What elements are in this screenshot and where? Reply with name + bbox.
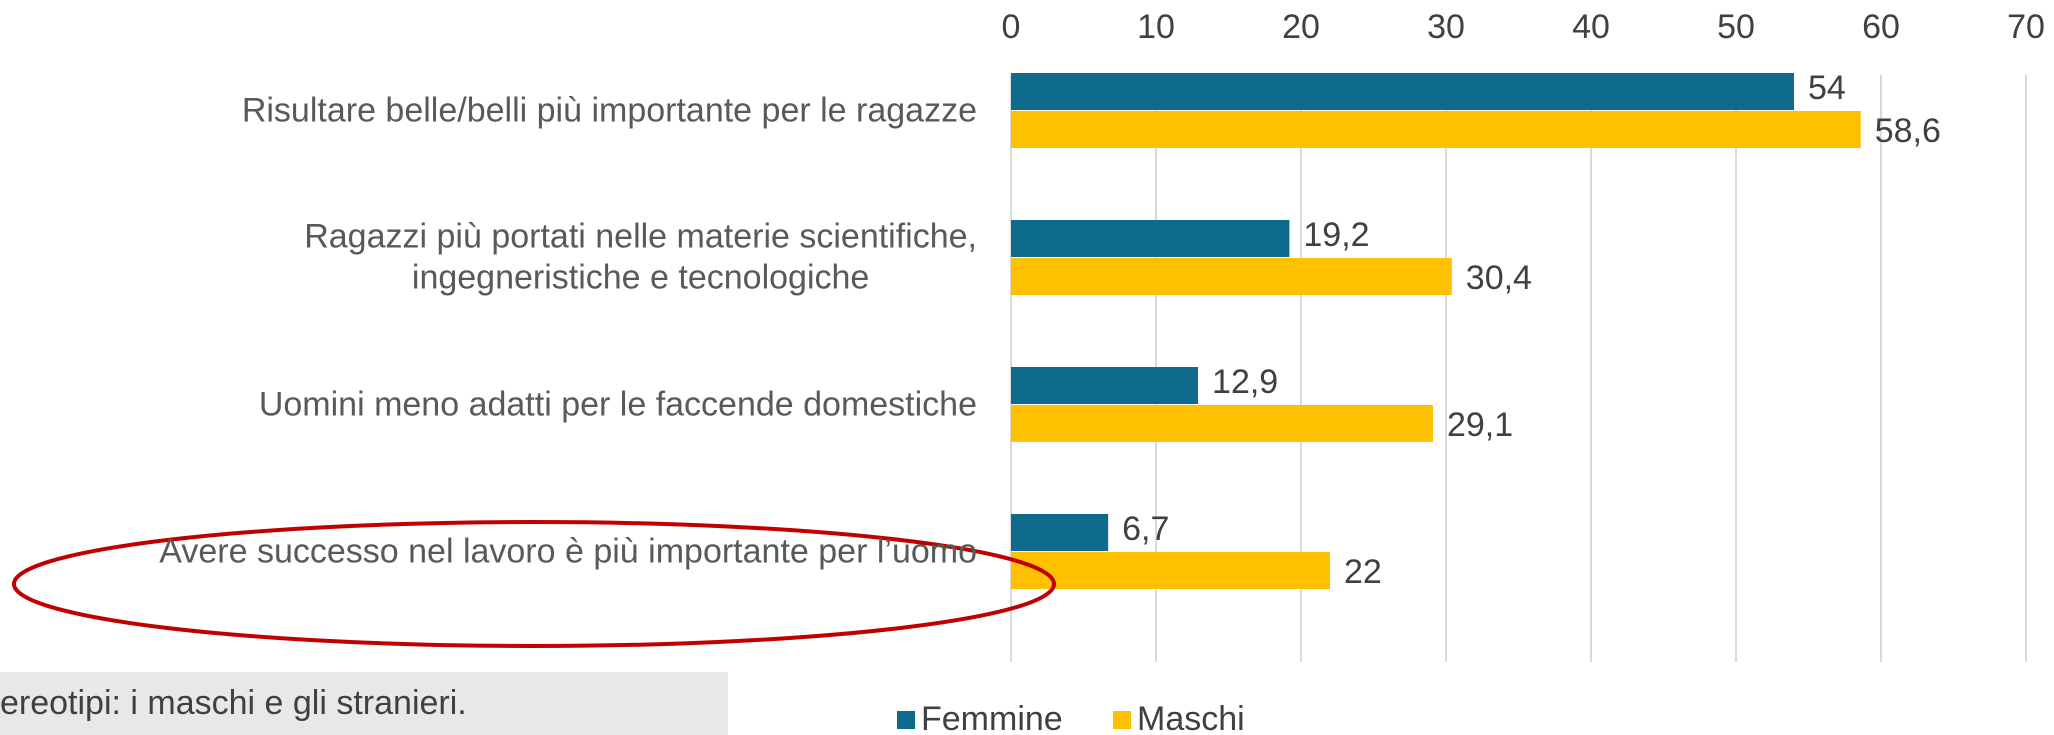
x-tick-label: 20	[1282, 8, 1320, 46]
legend-swatch	[1113, 711, 1131, 729]
x-tick-label: 70	[2007, 8, 2045, 46]
x-tick-label: 30	[1427, 8, 1465, 46]
data-label: 22	[1344, 553, 1382, 591]
bar	[1011, 220, 1290, 257]
bar	[1011, 514, 1109, 551]
category-label: Risultare belle/belli più importante per…	[241, 91, 977, 130]
data-label: 54	[1808, 69, 1846, 107]
x-tick-label: 50	[1717, 8, 1755, 46]
category-label: Uomini meno adatti per le faccende domes…	[258, 385, 977, 424]
bar	[1011, 552, 1330, 589]
bar	[1011, 111, 1861, 148]
bar	[1011, 258, 1452, 295]
legend-label: Femmine	[921, 700, 1063, 735]
bar	[1011, 367, 1199, 404]
legend-label: Maschi	[1137, 700, 1245, 735]
category-label: Ragazzi più portati nelle materie scient…	[304, 217, 977, 297]
data-label: 19,2	[1303, 216, 1369, 254]
bar	[1011, 405, 1433, 442]
x-tick-label: 60	[1862, 8, 1900, 46]
x-tick-label: 0	[1002, 8, 1021, 46]
data-label: 12,9	[1212, 363, 1278, 401]
data-label: 6,7	[1122, 510, 1169, 548]
data-label: 30,4	[1466, 259, 1532, 297]
highlight-ellipse	[12, 520, 1056, 648]
legend-swatch	[897, 711, 915, 729]
x-tick-label: 10	[1137, 8, 1175, 46]
x-tick-label: 40	[1572, 8, 1610, 46]
data-label: 58,6	[1875, 112, 1941, 150]
data-label: 29,1	[1447, 406, 1513, 444]
footer-text: ereotipi: i maschi e gli stranieri.	[0, 672, 728, 735]
bar	[1011, 73, 1794, 110]
category-label: Avere successo nel lavoro è più importan…	[159, 532, 977, 571]
